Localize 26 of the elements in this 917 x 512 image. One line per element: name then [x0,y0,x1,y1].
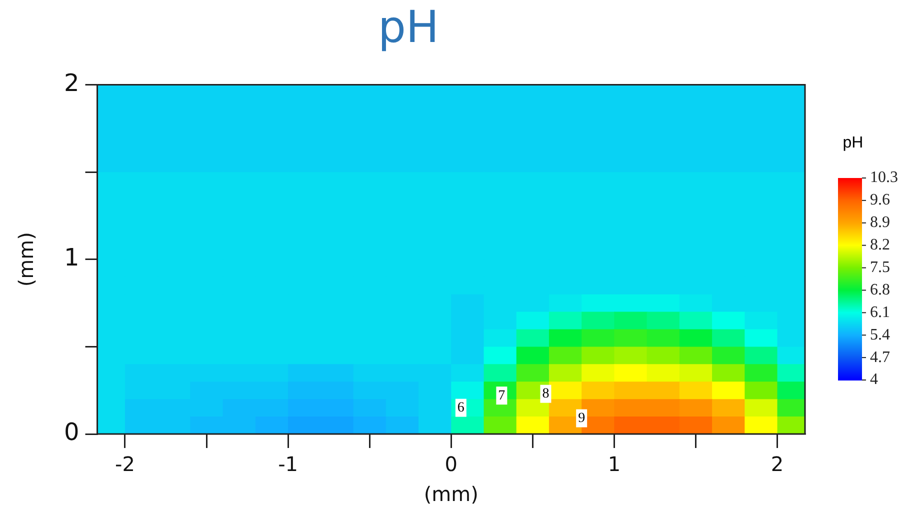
annotation: 9 [578,410,586,426]
color-bar-label: 4.7 [870,348,890,366]
color-bar-label: 7.5 [870,258,890,276]
color-bar-label: 6.1 [870,304,890,321]
x-tick-label: -2 [115,452,135,476]
y-tick-label: 1 [64,244,80,272]
y-tick-label: 0 [64,418,80,446]
color-bar-label: 5.4 [870,326,890,344]
color-bar-label: 6.8 [870,281,890,298]
annotation: 7 [498,388,506,404]
color-bar-label: 4 [870,371,878,388]
x-axis-title: (mm) [424,482,478,506]
chart-title: pH [378,2,440,53]
annotation: 6 [457,400,464,416]
color-bar-label: 9.6 [870,192,890,209]
color-bar-label: 10.3 [870,169,898,186]
y-axis-title: (mm) [14,232,38,287]
color-bar-label: 8.2 [870,236,890,254]
x-tick-label: -1 [278,452,298,476]
x-tick-label: 0 [444,452,458,476]
color-bar-title: pH [842,134,864,152]
annotation: 8 [542,386,550,402]
y-tick-label: 2 [64,69,80,98]
x-tick-label: 1 [608,452,621,476]
x-tick-label: 2 [770,452,784,476]
color-bar-label: 8.9 [870,214,890,232]
